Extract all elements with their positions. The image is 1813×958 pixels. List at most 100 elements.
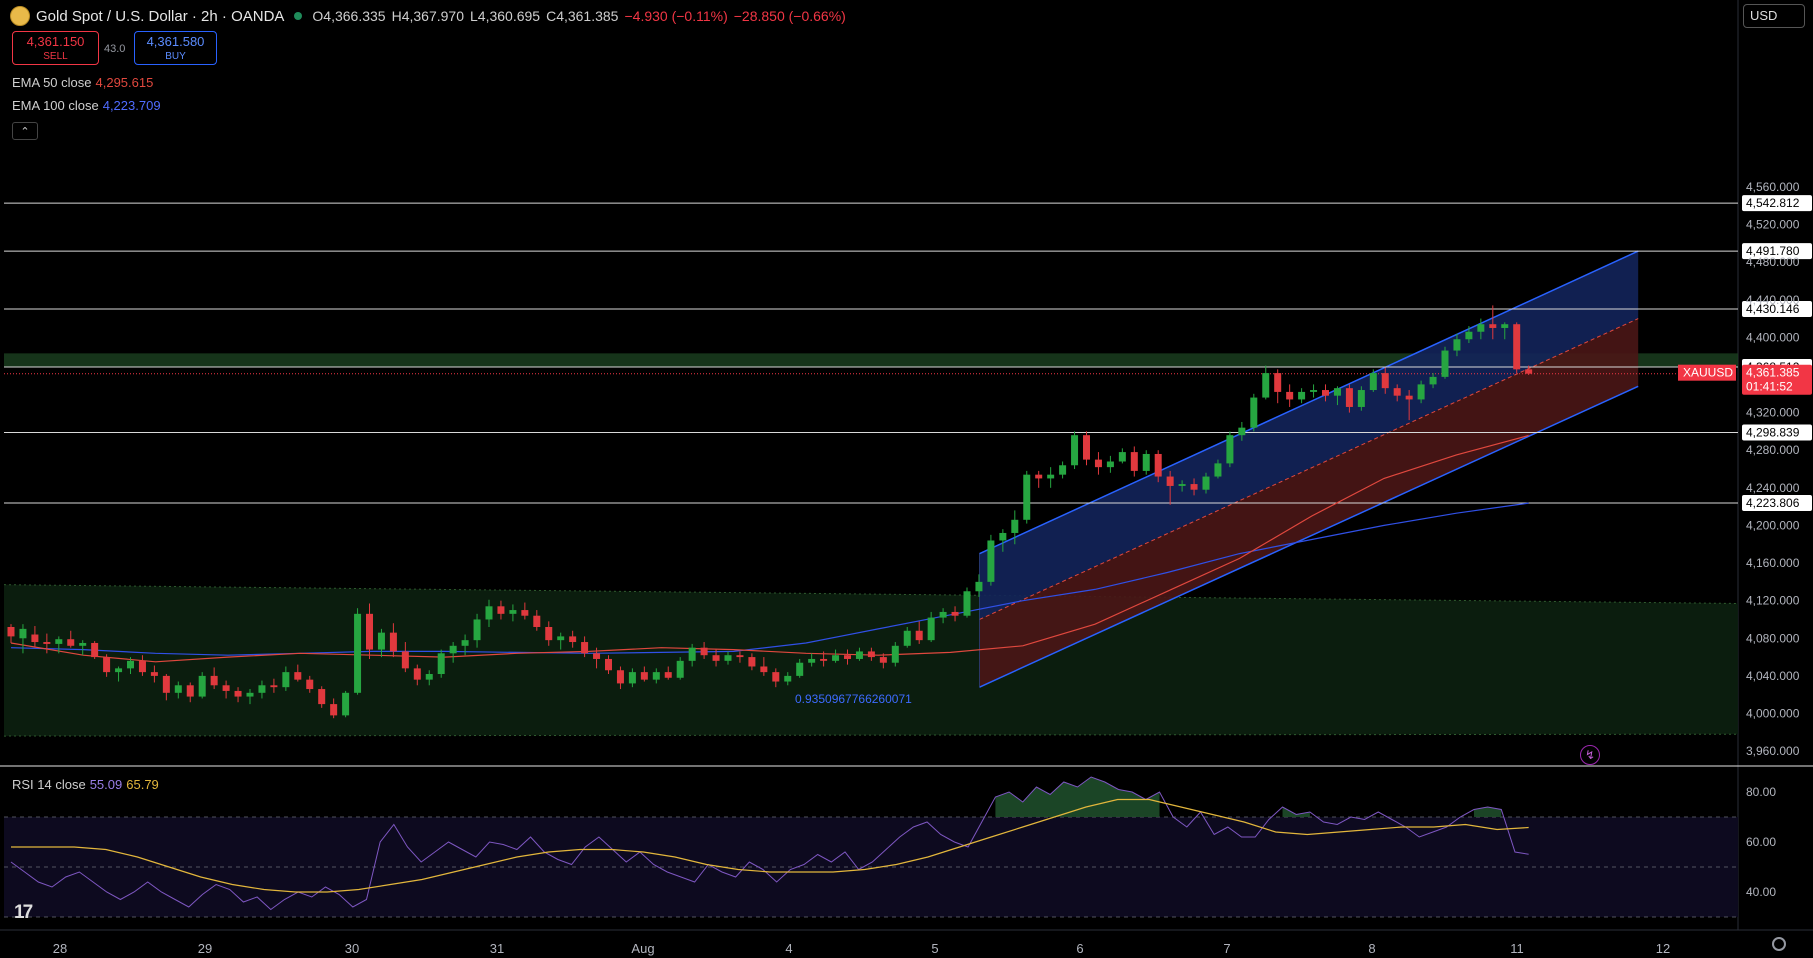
candle-body: [306, 679, 314, 690]
ohlc-high: H4,367.970: [391, 8, 464, 24]
candle: [258, 680, 266, 699]
symbol-title[interactable]: Gold Spot / U.S. Dollar · 2h · OANDA: [36, 7, 285, 25]
candle: [198, 672, 206, 699]
candle: [270, 678, 278, 693]
candle-body: [1083, 435, 1090, 460]
candle: [485, 599, 493, 627]
price-tick-label: 4,320.000: [1746, 406, 1800, 420]
candle-body: [270, 685, 278, 688]
candle: [1322, 384, 1329, 402]
candle: [7, 624, 15, 643]
ema100-value: 4,223.709: [102, 98, 161, 113]
candle-body: [855, 651, 863, 659]
candle: [1023, 470, 1031, 524]
candle-body: [1333, 388, 1341, 396]
last-price-tag-bg: [1742, 364, 1812, 395]
rsi-label: RSI 14 close: [12, 777, 86, 792]
candle: [521, 602, 529, 620]
candle-body: [1142, 453, 1150, 471]
channel-lower-line: [979, 385, 1639, 688]
candle: [1274, 369, 1282, 404]
candle: [700, 642, 708, 659]
candle-body: [939, 611, 947, 618]
candle-body: [987, 540, 995, 582]
level-tag-label: 4,491.780: [1746, 244, 1800, 258]
time-tick-label: 7: [1223, 941, 1230, 956]
candle: [1154, 450, 1162, 483]
candle-body: [820, 658, 828, 661]
candle-body: [282, 672, 290, 688]
candle: [413, 664, 421, 686]
candle-body: [628, 672, 636, 684]
candle: [593, 647, 601, 669]
candle: [318, 686, 326, 708]
candle: [628, 668, 636, 688]
chevron-up-icon: ⌃: [20, 126, 30, 138]
candle-body: [150, 672, 158, 676]
candle-body: [7, 626, 15, 637]
ema50-legend[interactable]: EMA 50 close 4,295.615: [12, 75, 153, 90]
ema100-legend[interactable]: EMA 100 close 4,223.709: [12, 98, 161, 113]
gear-icon[interactable]: [1772, 937, 1786, 951]
candle: [1453, 333, 1461, 357]
tradingview-logo-icon[interactable]: 17: [14, 902, 33, 923]
candle: [545, 621, 553, 646]
candle-body: [605, 658, 612, 671]
candle-body: [198, 675, 206, 697]
candle: [748, 653, 756, 671]
price-tick-label: 4,240.000: [1746, 481, 1800, 495]
candle-body: [1178, 484, 1186, 486]
time-tick-label: 29: [198, 941, 212, 956]
candle-body: [844, 655, 851, 659]
rsi-ma-line: [11, 798, 1529, 893]
candle-body: [903, 630, 911, 646]
rsi-value: 55.09: [89, 777, 123, 792]
candle: [832, 649, 840, 663]
candle: [1094, 452, 1102, 475]
collapse-legend-button[interactable]: ⌃: [12, 122, 38, 140]
candle: [1011, 510, 1019, 545]
candle-body: [1059, 465, 1067, 475]
candle-body: [569, 636, 577, 643]
candle: [294, 664, 302, 682]
candle-body: [1298, 391, 1306, 400]
candle-body: [210, 675, 218, 686]
price-tick-label: 4,040.000: [1746, 669, 1800, 683]
candle: [1106, 455, 1114, 473]
candle: [138, 655, 146, 676]
candle-body: [366, 613, 373, 650]
rsi-tick-label: 80.00: [1746, 785, 1776, 799]
market-status-icon: [294, 12, 303, 20]
sell-button[interactable]: 4,361.150 SELL: [12, 31, 99, 65]
rsi-legend[interactable]: RSI 14 close 55.09 65.79: [12, 777, 159, 792]
candle: [975, 574, 983, 597]
candle: [425, 670, 433, 686]
currency-select[interactable]: USD: [1743, 4, 1805, 28]
candle-body: [103, 657, 111, 673]
candle-body: [1226, 435, 1234, 464]
lightning-icon[interactable]: ↯: [1580, 745, 1600, 765]
candle-body: [867, 651, 875, 658]
rsi-ma-value: 65.79: [126, 777, 159, 792]
green-channel-lower: [3, 733, 1739, 737]
candle-body: [55, 639, 63, 644]
candle-body: [1513, 324, 1521, 370]
time-tick-label: 4: [785, 941, 792, 956]
candle: [784, 672, 792, 686]
candle: [330, 698, 338, 719]
candle: [103, 654, 111, 677]
candle-body: [509, 610, 517, 614]
candle-body: [1071, 435, 1079, 466]
candle: [1142, 450, 1150, 475]
candle: [31, 626, 39, 647]
ema100-label: EMA 100 close: [12, 98, 99, 113]
candle-body: [545, 626, 553, 641]
buy-button[interactable]: 4,361.580 BUY: [134, 31, 217, 65]
candle-body: [425, 674, 433, 680]
candle-body: [473, 619, 481, 641]
candle-body: [1274, 373, 1282, 392]
candle-body: [616, 670, 624, 684]
candle: [1214, 459, 1222, 479]
gold-logo-icon: [10, 6, 30, 26]
